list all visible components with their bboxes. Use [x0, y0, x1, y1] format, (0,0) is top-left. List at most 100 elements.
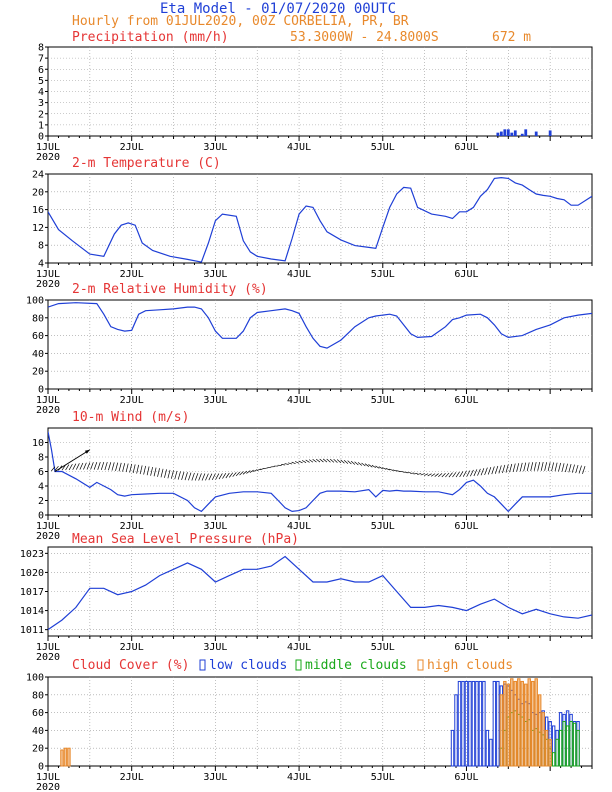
wind-arrow [523, 462, 527, 472]
wind-arrow [100, 461, 105, 470]
precip-bar [548, 130, 552, 136]
cloud-bar [530, 680, 535, 767]
wind-arrow [427, 473, 432, 477]
legend-label: high clouds [427, 658, 513, 673]
wind-arrow [319, 458, 324, 463]
y-tick-label: 6 [38, 467, 44, 478]
cloud-bar [67, 747, 71, 767]
location-elevation: 672 m [492, 30, 531, 45]
cloud-bar [558, 729, 563, 767]
cloud-bar [485, 729, 490, 767]
wind-arrow [157, 468, 160, 477]
x-tick-label: 3JUL [203, 642, 227, 653]
temp-line [48, 176, 592, 263]
wind-arrow [361, 462, 366, 467]
wind-arrow [448, 472, 453, 478]
wind-arrow [494, 465, 499, 474]
precip-bar [513, 130, 517, 136]
wind-arrow-first [54, 449, 91, 472]
x-tick-label: 6JUL [454, 772, 478, 783]
cloud-bar [503, 680, 507, 767]
wind-arrow [164, 469, 167, 478]
y-tick-label: 40 [32, 726, 44, 737]
y-tick-label: 4 [38, 482, 44, 493]
wind-arrow [371, 464, 376, 469]
x-tick-label: 3JUL [203, 142, 227, 153]
cloud-bar [569, 721, 573, 767]
cloud-bar [496, 680, 500, 767]
wind-arrow [118, 462, 122, 472]
cloud-bar [537, 694, 542, 767]
cloud-bar [499, 694, 504, 767]
panel-title: 10-m Wind (m/s) [72, 410, 189, 425]
x-tick-label: 4JUL [287, 269, 311, 280]
x-tick-label: 1JUL [36, 269, 60, 280]
wind-arrow [298, 460, 303, 464]
wind-arrow [509, 463, 513, 473]
wind-arrow [125, 463, 129, 473]
chart-title: Eta Model - 01/07/2020 00UTC [160, 1, 396, 17]
cloud-bar [572, 722, 577, 767]
wind-arrow [129, 463, 133, 473]
wind-arrow [399, 471, 404, 473]
cloud-bar [544, 729, 549, 767]
wind-arrow [505, 464, 509, 473]
cloud-bar [555, 738, 559, 767]
x-tick-label: 2JUL [120, 395, 144, 406]
y-tick-label: 1 [38, 120, 44, 131]
legend-label: middle clouds [305, 658, 407, 673]
wind-arrow [487, 466, 492, 475]
x-tick-label: 5JUL [371, 521, 395, 532]
wind-arrow [431, 473, 436, 477]
wind-arrow [336, 459, 342, 464]
y-tick-label: 16 [32, 205, 44, 216]
y-tick-label: 1020 [20, 568, 44, 579]
x-tick-label: 1JUL [36, 772, 60, 783]
wind-arrow [540, 462, 544, 471]
wind-arrow [263, 467, 268, 470]
wind-arrow [267, 466, 272, 469]
wind-arrow [315, 458, 321, 463]
y-tick-label: 6 [38, 65, 44, 76]
x-tick-label: 5JUL [371, 269, 395, 280]
wind-arrow [498, 465, 502, 474]
wind-arrow [582, 466, 586, 474]
panel-title: 2-m Relative Humidity (%) [72, 282, 268, 297]
x-tick-label: 4JUL [287, 395, 311, 406]
wind-arrow [424, 473, 429, 476]
legend-swatch [199, 659, 206, 671]
wind-arrow [375, 465, 380, 469]
panel-title: 2-m Temperature (C) [72, 156, 221, 171]
wind-arrow [139, 465, 143, 475]
x-tick-label: 5JUL [371, 142, 395, 153]
wind-arrow [54, 465, 59, 471]
wind-arrow [188, 472, 192, 481]
wind-arrow [90, 462, 94, 470]
y-tick-label: 2 [38, 496, 44, 507]
cloud-bar [551, 752, 556, 767]
x-tick-label: 5JUL [371, 642, 395, 653]
wind-arrow [537, 462, 541, 471]
y-tick-label: 1017 [20, 587, 44, 598]
wind-arrow [253, 469, 258, 472]
x-year-label: 2020 [36, 405, 60, 416]
wind-arrow [544, 462, 548, 471]
x-tick-label: 1JUL [36, 642, 60, 653]
cloud-bar [489, 738, 493, 767]
wind-arrow [554, 462, 558, 472]
legend-swatch [417, 659, 424, 671]
wind-arrow [122, 463, 126, 472]
wind-arrow [232, 472, 237, 477]
wind-arrow [551, 462, 554, 472]
cloud-bar [475, 680, 479, 767]
panel-title: Mean Sea Level Pressure (hPa) [72, 532, 299, 547]
wind-arrow [480, 468, 485, 476]
wind-arrow [170, 470, 174, 479]
wind-arrow [378, 466, 383, 470]
wind-arrow-head [84, 449, 90, 454]
precip-bar [503, 129, 507, 136]
wind-arrow [484, 467, 488, 476]
wind-arrow [413, 472, 418, 475]
wind-arrow [201, 473, 206, 481]
x-tick-label: 2JUL [120, 269, 144, 280]
